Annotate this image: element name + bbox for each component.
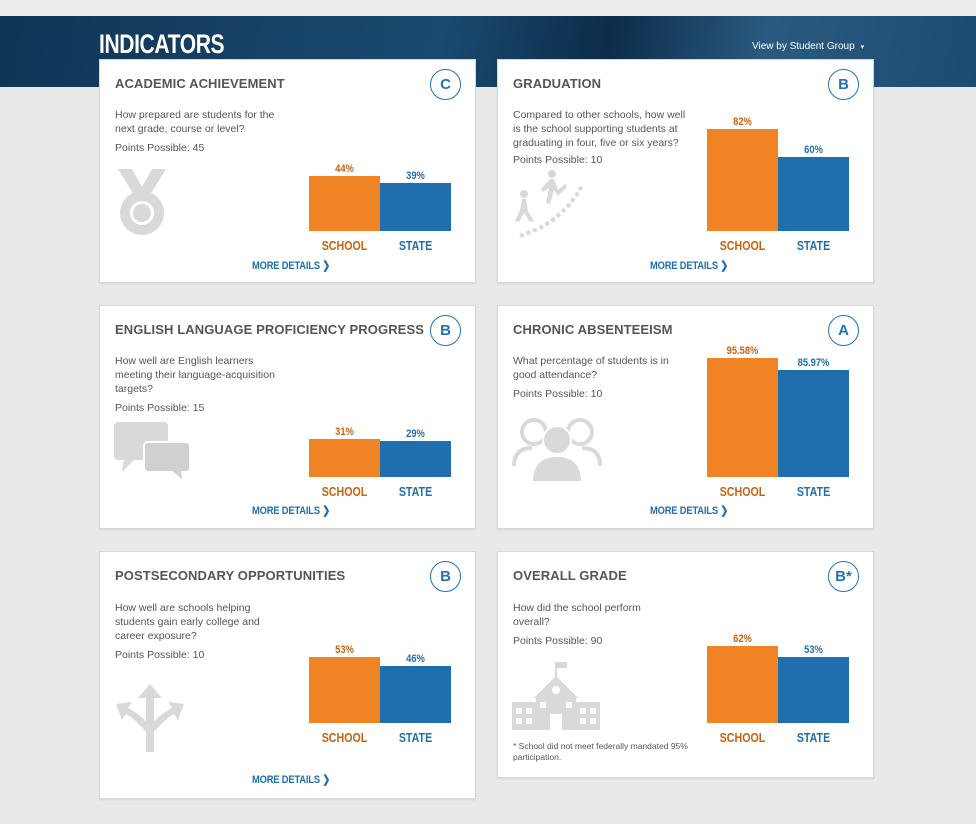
school-bar — [707, 358, 778, 477]
school-axis-label: SCHOOL — [321, 730, 368, 745]
state-axis-label: STATE — [796, 730, 831, 745]
card-question: How well are schools helping students ga… — [115, 602, 260, 642]
state-axis-label: STATE — [796, 238, 831, 253]
state-bar — [778, 657, 849, 723]
school-bar — [309, 657, 380, 723]
state-value-label: 39% — [406, 170, 425, 182]
school-axis-label: SCHOOL — [719, 484, 766, 499]
medal-icon — [112, 165, 172, 245]
state-value-label: 85.97% — [797, 357, 830, 369]
card-description: What percentage of students is in good a… — [513, 354, 691, 401]
card-title: CHRONIC ABSENTEEISM — [513, 322, 673, 337]
grade-badge: B* — [828, 561, 859, 592]
grade-badge: A — [828, 315, 859, 346]
card-title: ENGLISH LANGUAGE PROFICIENCY PROGRESS — [115, 322, 424, 337]
state-value-label: 53% — [804, 644, 823, 656]
card-question: How did the school perform overall? — [513, 602, 641, 628]
school-value-label: 31% — [335, 426, 354, 438]
top-strip — [0, 0, 976, 16]
state-axis-label: STATE — [796, 484, 831, 499]
card-description: How well are English learners meeting th… — [115, 354, 293, 415]
card-description: Compared to other schools, how well is t… — [513, 108, 689, 167]
school-value-label: 82% — [733, 116, 752, 128]
card-title: ACADEMIC ACHIEVEMENT — [115, 76, 285, 91]
points-possible: Points Possible: 10 — [513, 154, 603, 166]
school-value-label: 62% — [733, 633, 752, 645]
card-question: Compared to other schools, how well is t… — [513, 109, 686, 149]
participation-footnote: * School did not meet federally mandated… — [513, 741, 688, 762]
speech-bubbles-icon — [114, 418, 192, 489]
view-by-label: View by Student Group — [752, 41, 855, 52]
grade-badge: B — [430, 315, 461, 346]
school-bar — [309, 176, 380, 231]
card-title: GRADUATION — [513, 76, 602, 91]
state-value-label: 46% — [406, 653, 425, 665]
school-axis-label: SCHOOL — [719, 238, 766, 253]
state-axis-label: STATE — [398, 484, 433, 499]
points-possible: Points Possible: 90 — [513, 635, 603, 647]
school-bar — [707, 129, 778, 231]
card-title: POSTSECONDARY OPPORTUNITIES — [115, 568, 346, 583]
card-question: How prepared are students for the next g… — [115, 109, 275, 135]
school-value-label: 44% — [335, 163, 354, 175]
school-bar — [309, 439, 380, 477]
page-title: INDICATORS — [99, 29, 225, 59]
points-possible: Points Possible: 45 — [115, 142, 205, 154]
state-axis-label: STATE — [398, 730, 433, 745]
state-bar — [778, 157, 849, 231]
more-details-link[interactable]: MORE DETAILS ❯ — [252, 505, 331, 517]
indicator-card-postsecondary-opportunities: POSTSECONDARY OPPORTUNITIES B How well a… — [99, 551, 476, 799]
indicator-card-english-language-proficiency: ENGLISH LANGUAGE PROFICIENCY PROGRESS B … — [99, 305, 476, 529]
card-question: How well are English learners meeting th… — [115, 355, 275, 395]
indicator-card-academic-achievement: ACADEMIC ACHIEVEMENT C How prepared are … — [99, 59, 476, 283]
grade-badge: B — [430, 561, 461, 592]
people-group-icon — [512, 410, 602, 491]
comparison-bar-chart: 31% 29% SCHOOL STATE — [309, 354, 451, 499]
more-details-link[interactable]: MORE DETAILS ❯ — [650, 260, 729, 272]
state-value-label: 29% — [406, 428, 425, 440]
state-bar — [380, 441, 451, 477]
card-description: How well are schools helping students ga… — [115, 601, 285, 662]
state-axis-label: STATE — [398, 238, 433, 253]
more-details-link[interactable]: MORE DETAILS ❯ — [252, 774, 331, 786]
state-bar — [380, 666, 451, 723]
school-axis-label: SCHOOL — [321, 238, 368, 253]
comparison-bar-chart: 62% 53% SCHOOL STATE — [707, 600, 849, 745]
state-value-label: 60% — [804, 144, 823, 156]
school-value-label: 53% — [335, 644, 354, 656]
grade-badge: C — [430, 69, 461, 100]
card-description: How did the school perform overall? Poin… — [513, 601, 663, 648]
comparison-bar-chart: 44% 39% SCHOOL STATE — [309, 108, 451, 253]
comparison-bar-chart: 82% 60% SCHOOL STATE — [707, 108, 849, 253]
points-possible: Points Possible: 10 — [513, 388, 603, 400]
indicator-card-chronic-absenteeism: CHRONIC ABSENTEEISM A What percentage of… — [497, 305, 874, 529]
school-value-label: 95.58% — [726, 345, 759, 357]
more-details-link[interactable]: MORE DETAILS ❯ — [650, 505, 729, 517]
card-question: What percentage of students is in good a… — [513, 355, 669, 381]
climbing-steps-icon — [510, 166, 590, 246]
school-axis-label: SCHOOL — [719, 730, 766, 745]
school-building-icon — [512, 660, 600, 737]
school-axis-label: SCHOOL — [321, 484, 368, 499]
view-by-student-group-dropdown[interactable]: View by Student Group ▾ — [752, 41, 864, 52]
comparison-bar-chart: 53% 46% SCHOOL STATE — [309, 600, 451, 745]
state-bar — [778, 370, 849, 477]
comparison-bar-chart: 95.58% 85.97% SCHOOL STATE — [707, 345, 849, 499]
points-possible: Points Possible: 10 — [115, 649, 205, 661]
split-arrows-icon — [114, 682, 186, 759]
points-possible: Points Possible: 15 — [115, 402, 205, 414]
school-bar — [707, 646, 778, 723]
card-description: How prepared are students for the next g… — [115, 108, 293, 155]
state-bar — [380, 183, 451, 231]
chevron-down-icon: ▾ — [860, 43, 865, 51]
card-title: OVERALL GRADE — [513, 568, 627, 583]
indicator-card-graduation: GRADUATION B Compared to other schools, … — [497, 59, 874, 283]
grade-badge: B — [828, 69, 859, 100]
more-details-link[interactable]: MORE DETAILS ❯ — [252, 260, 331, 272]
indicator-card-overall-grade: OVERALL GRADE B* How did the school perf… — [497, 551, 874, 778]
